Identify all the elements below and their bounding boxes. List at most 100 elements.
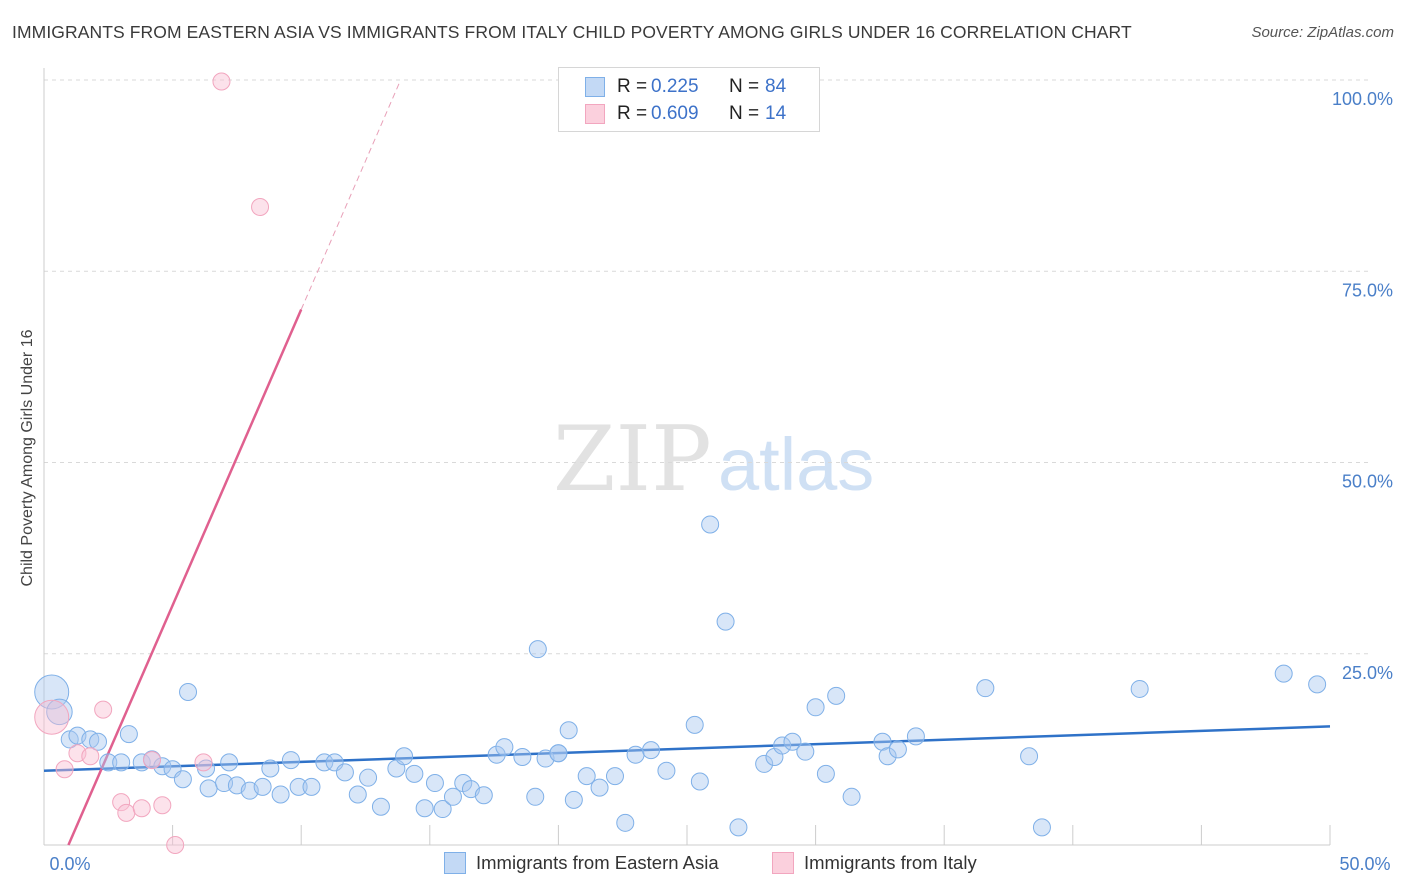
point-eastern-asia (528, 640, 547, 659)
point-eastern-asia (605, 767, 624, 786)
y-tick-label: 25.0% (1342, 663, 1393, 683)
point-eastern-asia (179, 683, 198, 701)
point-eastern-asia (577, 767, 596, 786)
point-italy (132, 799, 151, 818)
point-eastern-asia (289, 777, 308, 796)
point-eastern-asia (590, 778, 609, 797)
point-italy (194, 753, 213, 772)
n-label: N = (729, 76, 760, 97)
point-eastern-asia (641, 741, 660, 760)
point-eastern-asia (173, 770, 192, 789)
point-italy (251, 197, 270, 216)
point-eastern-asia (616, 813, 635, 832)
n-label: N = (729, 103, 760, 124)
point-eastern-asia (783, 732, 802, 751)
point-eastern-asia (842, 787, 861, 806)
point-eastern-asia (729, 818, 748, 837)
point-eastern-asia (796, 742, 815, 761)
legend-row-italy: R = 0.609 N = 14 (585, 102, 786, 126)
legend-label: Immigrants from Italy (804, 852, 977, 873)
point-eastern-asia (1308, 675, 1327, 694)
y-tick-label: 75.0% (1342, 280, 1393, 300)
trend-line-italy (67, 309, 303, 846)
point-italy (117, 803, 136, 822)
r-label: R = (617, 76, 648, 97)
point-eastern-asia (816, 764, 835, 783)
n-value: 14 (765, 103, 787, 124)
point-eastern-asia (99, 753, 118, 772)
point-eastern-asia (271, 785, 290, 804)
point-eastern-asia (433, 800, 452, 819)
point-eastern-asia (112, 753, 131, 772)
point-eastern-asia (46, 698, 73, 726)
chart-title: IMMIGRANTS FROM EASTERN ASIA VS IMMIGRAN… (12, 22, 1132, 42)
blue-swatch-icon (585, 77, 605, 97)
point-eastern-asia (395, 747, 414, 766)
point-eastern-asia (315, 753, 334, 772)
point-italy (153, 796, 172, 815)
point-eastern-asia (827, 686, 846, 705)
point-eastern-asia (976, 679, 995, 698)
point-eastern-asia (425, 774, 444, 793)
point-italy (166, 836, 185, 854)
point-eastern-asia (806, 698, 825, 717)
point-eastern-asia (873, 732, 892, 751)
point-eastern-asia (716, 612, 735, 631)
point-italy (34, 699, 70, 735)
point-eastern-asia (302, 777, 321, 796)
point-eastern-asia (220, 753, 239, 772)
point-eastern-asia (690, 772, 709, 791)
point-eastern-asia (253, 777, 272, 796)
trend-line-eastern-asia (43, 725, 1331, 773)
y-axis-label: Child Poverty Among Girls Under 16 (19, 329, 36, 586)
r-label: R = (617, 103, 648, 124)
point-eastern-asia (335, 763, 354, 782)
point-eastern-asia (549, 744, 568, 763)
point-eastern-asia (34, 674, 70, 710)
point-eastern-asia (755, 754, 774, 773)
watermark: ZIP atlas (553, 407, 874, 512)
pink-swatch-icon (585, 104, 605, 124)
point-eastern-asia (348, 785, 367, 804)
trend-line-italy-extension (300, 83, 400, 310)
point-eastern-asia (626, 745, 645, 764)
point-eastern-asia (415, 799, 434, 818)
point-eastern-asia (474, 786, 493, 805)
stats-legend: R = 0.225 N = 84 R = 0.609 N = 14 (558, 67, 820, 132)
point-eastern-asia (701, 515, 720, 534)
point-italy (81, 747, 100, 766)
point-eastern-asia (261, 759, 280, 778)
r-value: 0.609 (651, 103, 699, 124)
n-value: 84 (765, 76, 787, 97)
point-eastern-asia (371, 797, 390, 816)
point-eastern-asia (199, 779, 218, 798)
point-italy (212, 72, 231, 91)
point-eastern-asia (657, 761, 676, 780)
legend-item-eastern-asia[interactable]: Immigrants from Eastern Asia (444, 852, 719, 874)
r-value: 0.225 (651, 76, 699, 97)
point-eastern-asia (1130, 679, 1149, 698)
point-eastern-asia (405, 764, 424, 783)
y-tick-label: 100.0% (1332, 89, 1393, 109)
point-eastern-asia (513, 748, 532, 767)
point-eastern-asia (878, 747, 897, 766)
point-eastern-asia (685, 715, 704, 734)
point-eastern-asia (487, 745, 506, 764)
legend-label: Immigrants from Eastern Asia (476, 852, 719, 873)
point-eastern-asia (559, 721, 578, 740)
point-eastern-asia (153, 757, 172, 776)
watermark-atlas: atlas (718, 423, 874, 506)
point-eastern-asia (1020, 747, 1039, 766)
legend-item-italy[interactable]: Immigrants from Italy (772, 852, 977, 874)
point-eastern-asia (359, 768, 378, 787)
point-italy (112, 793, 131, 812)
source-label: Source: ZipAtlas.com (1251, 24, 1394, 41)
x-tick-label: 50.0% (1339, 854, 1390, 874)
point-eastern-asia (495, 738, 514, 757)
point-eastern-asia (773, 736, 792, 755)
point-eastern-asia (119, 725, 138, 744)
watermark-zip: ZIP (553, 407, 712, 512)
point-eastern-asia (564, 790, 583, 809)
point-eastern-asia (443, 787, 462, 806)
